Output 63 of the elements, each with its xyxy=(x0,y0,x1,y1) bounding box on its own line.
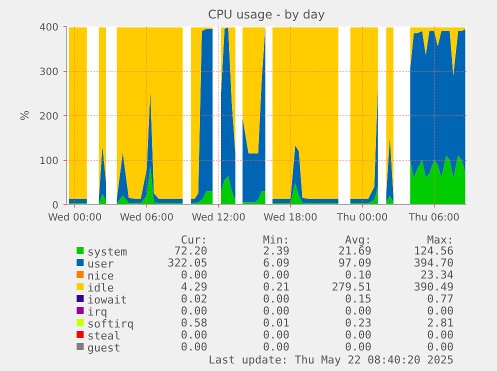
text: 0.00 xyxy=(180,328,208,342)
x-tick-label: Wed 00:00 xyxy=(48,212,102,224)
y-axis-title: % xyxy=(18,110,32,121)
text: 124.56 xyxy=(414,244,454,258)
text: 0.00 xyxy=(262,328,290,342)
text: 6.09 xyxy=(262,256,290,270)
legend-label: guest xyxy=(87,342,121,354)
text: Last update: Thu May 22 08:40:20 2025 xyxy=(208,354,454,366)
text: 21.69 xyxy=(338,244,372,258)
y-tick-label: 400 xyxy=(39,22,59,34)
x-tick-label: Wed 12:00 xyxy=(192,212,246,224)
text: 0.00 xyxy=(262,292,290,306)
text: Avg: xyxy=(345,234,372,246)
text: Cur: xyxy=(180,234,208,246)
text: 72.20 xyxy=(174,244,208,258)
text: 0.00 xyxy=(180,340,208,354)
text: 0.10 xyxy=(345,268,372,282)
text: 0.00 xyxy=(427,304,454,318)
text: 322.05 xyxy=(168,256,208,270)
text: 4.29 xyxy=(180,280,208,294)
text: Min: xyxy=(262,234,290,246)
text: 0.00 xyxy=(345,340,372,354)
text: 0.00 xyxy=(427,340,454,354)
y-tick-label: 0 xyxy=(52,200,59,212)
legend-label: idle xyxy=(87,282,114,294)
text: 0.77 xyxy=(427,292,454,306)
text: 2.81 xyxy=(427,316,454,330)
x-tick-label: Thu 06:00 xyxy=(408,212,460,224)
legend-label: steal xyxy=(87,330,121,342)
text: 0.00 xyxy=(427,328,454,342)
text: 390.49 xyxy=(414,280,454,294)
text: 0.00 xyxy=(262,304,290,318)
legend-label: user xyxy=(87,258,114,270)
text: 2.39 xyxy=(262,244,290,258)
text: 0.00 xyxy=(345,328,372,342)
text: 279.51 xyxy=(332,280,372,294)
text: Max: xyxy=(427,234,454,246)
text: 97.09 xyxy=(338,256,372,270)
text: 0.21 xyxy=(262,280,290,294)
text: 0.01 xyxy=(262,316,290,330)
legend-label: softirq xyxy=(87,318,134,330)
text: 0.00 xyxy=(345,304,372,318)
legend-label: iowait xyxy=(87,294,128,306)
text: 0.58 xyxy=(180,316,208,330)
text: 0.23 xyxy=(345,316,372,330)
y-tick-label: 200 xyxy=(39,112,59,122)
text: 0.00 xyxy=(262,340,290,354)
x-tick-label: Thu 00:00 xyxy=(336,212,388,224)
text: 394.70 xyxy=(414,256,454,270)
x-tick-label: Wed 06:00 xyxy=(120,212,174,224)
text: 0.02 xyxy=(180,292,208,306)
chart-title: CPU usage - by day xyxy=(208,8,326,22)
text: 0.15 xyxy=(345,292,372,306)
x-tick-label: Wed 18:00 xyxy=(264,212,318,224)
legend-label: nice xyxy=(87,270,114,282)
y-tick-label: 100 xyxy=(39,156,59,167)
text: 0.00 xyxy=(180,304,208,318)
legend-label: irq xyxy=(87,306,108,318)
text: 23.34 xyxy=(420,268,454,282)
y-tick-label: 300 xyxy=(39,67,59,78)
text: 0.00 xyxy=(262,268,290,282)
legend-label: system xyxy=(87,246,128,258)
text: 0.00 xyxy=(180,268,208,282)
